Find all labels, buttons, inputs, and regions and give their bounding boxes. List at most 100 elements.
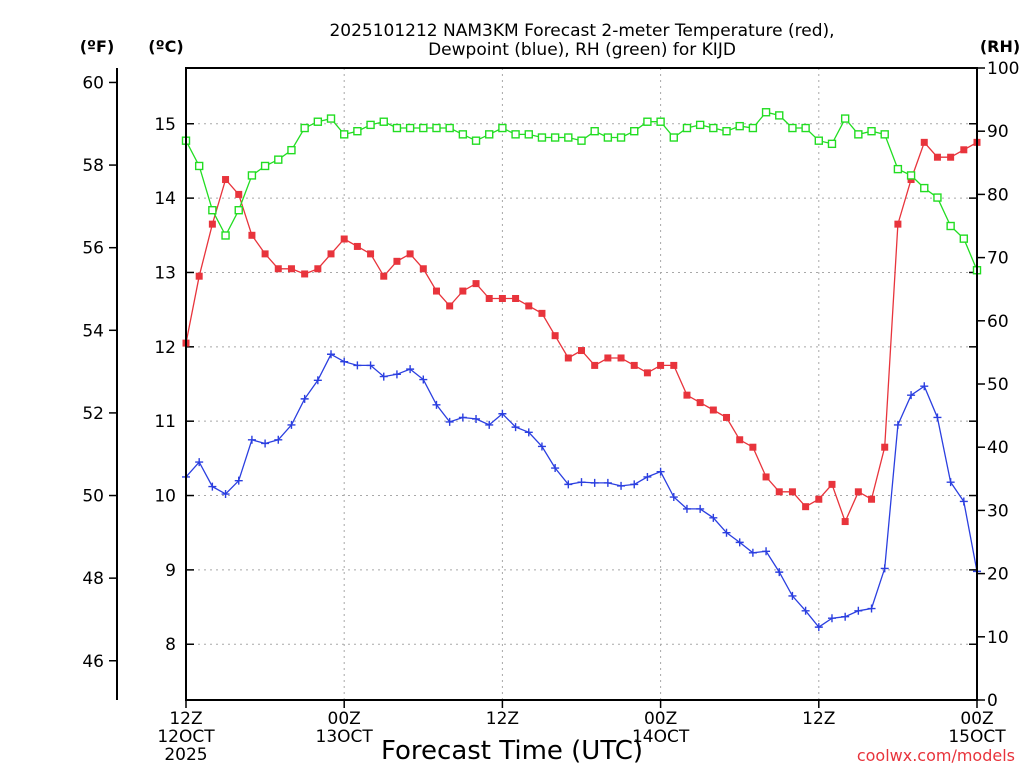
data-point-marker [775, 111, 784, 120]
data-point-marker [287, 145, 296, 155]
data-point-marker [880, 130, 889, 139]
data-point-marker [248, 231, 256, 239]
data-point-marker [643, 117, 652, 126]
rh-tick-label: 0 [987, 691, 998, 711]
data-point-marker [893, 420, 902, 429]
data-point-marker [827, 614, 836, 623]
x-tick-label: 12Z [486, 709, 519, 729]
celsius-tick-label: 12 [154, 338, 176, 358]
data-point-marker [591, 361, 599, 369]
data-point-marker [748, 123, 758, 133]
data-point-marker [748, 548, 757, 557]
fahrenheit-tick-label: 46 [82, 652, 104, 672]
data-point-marker [578, 347, 585, 355]
data-point-marker [340, 130, 349, 139]
x-tick-label: 00Z [960, 709, 993, 729]
series-layer [181, 108, 982, 632]
data-point-marker [656, 467, 665, 476]
data-point-marker [379, 372, 388, 381]
data-point-marker [261, 250, 269, 258]
data-point-marker [814, 623, 823, 632]
x-tick-label: 12OCT [157, 727, 215, 747]
rh-unit-label: (RH) [980, 37, 1020, 56]
celsius-tick-label: 13 [154, 263, 176, 283]
data-point-marker [696, 399, 704, 407]
data-point-marker [946, 478, 955, 487]
data-point-marker [643, 472, 652, 481]
data-point-marker [682, 504, 691, 513]
data-point-marker [762, 473, 770, 481]
rh-tick-label: 30 [987, 501, 1009, 521]
data-point-marker [459, 287, 467, 295]
data-point-marker [762, 547, 771, 556]
data-point-marker [524, 130, 533, 139]
data-point-marker [815, 495, 823, 503]
rh-tick-label: 50 [987, 375, 1009, 395]
data-point-marker [235, 190, 243, 198]
data-point-marker [222, 176, 230, 184]
data-point-marker [630, 480, 639, 489]
data-point-marker [261, 439, 270, 448]
data-point-marker [880, 564, 889, 573]
data-point-marker [695, 120, 705, 130]
data-point-marker [525, 302, 533, 310]
data-point-marker [761, 108, 771, 117]
data-point-marker [656, 117, 665, 126]
data-point-marker [537, 442, 546, 451]
x-tick-label: 13OCT [316, 727, 374, 747]
data-point-marker [538, 309, 546, 317]
data-point-marker [221, 231, 230, 240]
data-point-marker [419, 123, 428, 133]
data-point-marker [840, 114, 850, 123]
data-point-marker [366, 120, 375, 130]
data-point-marker [300, 394, 309, 403]
rh-tick-label: 20 [987, 565, 1009, 585]
data-point-marker [590, 478, 599, 487]
data-point-marker [959, 497, 968, 506]
rh-tick-label: 70 [987, 249, 1009, 269]
celsius-tick-label: 14 [154, 189, 176, 209]
data-point-marker [313, 117, 323, 126]
data-point-marker [195, 272, 203, 280]
data-point-marker [393, 257, 401, 265]
data-point-marker [854, 606, 863, 615]
data-point-marker [208, 220, 216, 228]
data-point-marker [722, 126, 731, 136]
credit-text: coolwx.com/models [857, 746, 1015, 765]
data-point-marker [577, 136, 586, 145]
data-point-marker [234, 205, 243, 215]
x-tick-label: 12Z [169, 709, 202, 729]
data-point-marker [327, 350, 336, 359]
celsius-tick-label: 10 [154, 487, 176, 507]
data-point-marker [274, 435, 283, 444]
data-point-marker [458, 130, 468, 139]
fahrenheit-tick-label: 56 [82, 239, 104, 259]
celsius-unit-label: (ºC) [148, 37, 183, 56]
data-point-marker [247, 171, 257, 180]
data-point-marker [933, 153, 941, 161]
data-point-marker [788, 488, 796, 496]
data-point-marker [946, 221, 955, 231]
celsius-tick-label: 15 [154, 115, 176, 135]
data-point-marker [669, 493, 678, 502]
data-point-marker [326, 114, 336, 123]
fahrenheit-tick-label: 60 [82, 73, 104, 93]
data-point-marker [195, 458, 204, 467]
data-point-marker [867, 126, 876, 136]
data-point-marker [670, 361, 678, 369]
data-point-marker [367, 250, 375, 258]
data-point-marker [854, 130, 863, 139]
data-point-marker [814, 136, 823, 145]
rh-tick-label: 40 [987, 438, 1009, 458]
fahrenheit-unit-label: (ºF) [80, 37, 115, 56]
data-point-marker [511, 130, 520, 139]
data-point-marker [221, 490, 230, 499]
data-point-marker [287, 420, 296, 429]
x-tick-label: 2025 [164, 745, 207, 765]
plot-frame [185, 67, 978, 701]
celsius-tick-label: 8 [165, 635, 176, 655]
celsius-tick-label: 9 [165, 561, 176, 581]
data-point-marker [366, 361, 375, 370]
data-point-marker [274, 155, 283, 164]
